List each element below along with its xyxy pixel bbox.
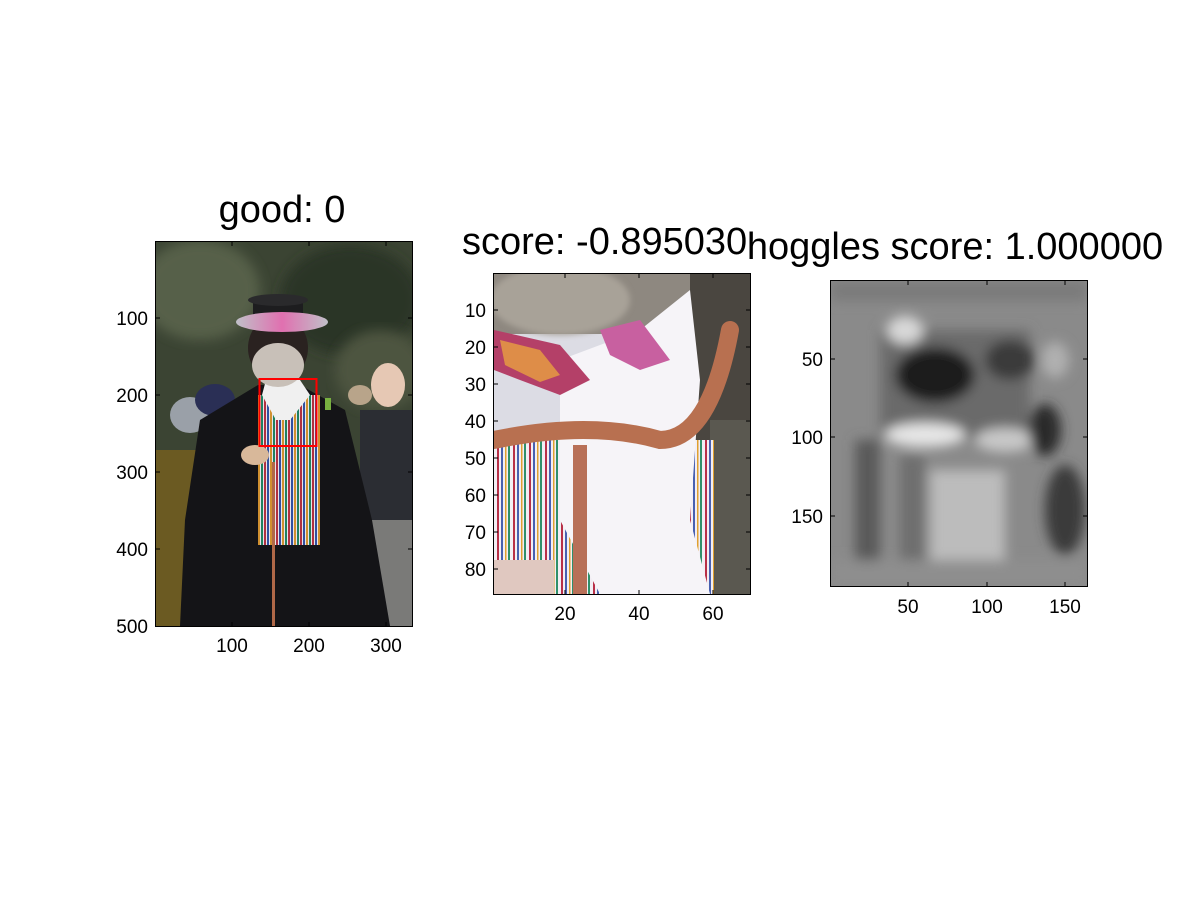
panel3-xtick: 150 (1049, 597, 1081, 618)
panel3-tick-labels: 50 100 150 50 100 150 (791, 350, 1081, 618)
panel1-ticks (156, 242, 412, 626)
panel3-heatmap (831, 281, 1087, 586)
panel2-ytick: 30 (465, 375, 486, 396)
panel2-ytick: 20 (465, 338, 486, 359)
panel2-title: score: -0.895030 (462, 221, 747, 263)
panel2-xtick: 40 (628, 604, 649, 625)
panel1-xtick: 200 (293, 636, 325, 657)
panel1-xtick: 100 (216, 636, 248, 657)
panel2-axes-frame (493, 273, 751, 595)
panel3-ytick: 50 (802, 350, 823, 371)
panel3-ytick: 150 (791, 507, 823, 528)
panel2-crop (494, 274, 750, 594)
panel1-ytick: 100 (116, 309, 148, 330)
panel1-ytick: 500 (116, 617, 148, 638)
panel3-title: hoggles score: 1.000000 (747, 226, 1163, 268)
panel2-ticks (494, 274, 750, 594)
panel3-xtick: 100 (971, 597, 1003, 618)
panel2-tick-labels: 20 40 60 10 20 30 40 50 60 70 80 (465, 301, 724, 625)
panel1-photo (156, 242, 412, 626)
panel1-tick-labels: 100 200 300 100 200 300 400 500 (116, 309, 402, 657)
panel2-ytick: 60 (465, 486, 486, 507)
panel2-ytick: 70 (465, 523, 486, 544)
panel1-xtick: 300 (370, 636, 402, 657)
panel2-ytick: 50 (465, 449, 486, 470)
panel3-ytick: 100 (791, 428, 823, 449)
panel2-xtick: 20 (554, 604, 575, 625)
panel1-ytick: 300 (116, 463, 148, 484)
panel2-ytick: 80 (465, 560, 486, 581)
panel3-axes-frame (830, 280, 1088, 587)
panel2-ytick: 10 (465, 301, 486, 322)
panel3-ticks (831, 281, 1087, 586)
panel1-title: good: 0 (219, 189, 346, 231)
panel2-ytick: 40 (465, 412, 486, 433)
panel1-ytick: 400 (116, 540, 148, 561)
detection-box (258, 378, 318, 447)
panel2-xtick: 60 (702, 604, 723, 625)
panel3-xtick: 50 (897, 597, 918, 618)
panel1-axes-frame (155, 241, 413, 627)
panel1-ytick: 200 (116, 386, 148, 407)
